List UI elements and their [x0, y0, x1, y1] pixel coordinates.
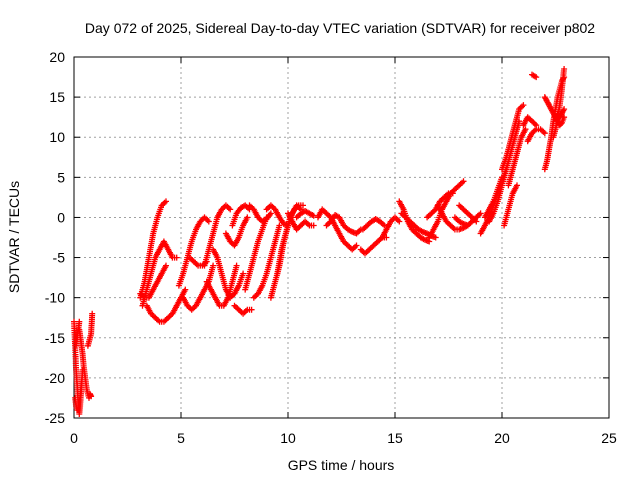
series-arc-3 — [143, 286, 189, 325]
data-point — [210, 262, 217, 269]
y-tick-label: -5 — [53, 250, 66, 266]
data-point — [557, 121, 564, 127]
data-point — [244, 214, 251, 221]
x-tick-label: 5 — [177, 430, 185, 446]
y-tick-label: -20 — [45, 370, 65, 386]
data-point — [76, 318, 83, 325]
data-point — [460, 178, 467, 185]
y-tick-label: 5 — [57, 169, 65, 185]
x-tick-label: 10 — [280, 430, 296, 446]
series-arc-early-e — [84, 310, 96, 349]
data-point — [276, 222, 283, 229]
y-axis-label: SDTVAR / TECUs — [6, 181, 22, 293]
data-point — [163, 198, 169, 205]
series-arc-38 — [505, 126, 529, 189]
y-tick-label: -15 — [45, 330, 65, 346]
data-point — [163, 262, 169, 269]
series-arc-early-d — [72, 318, 83, 349]
data-point — [205, 218, 212, 225]
series-arc-21 — [293, 208, 317, 221]
x-tick-label: 25 — [601, 430, 617, 446]
y-tick-label: 10 — [49, 129, 65, 145]
series-arc-19 — [263, 202, 291, 229]
y-tick-label: -25 — [45, 410, 65, 426]
data-point — [300, 202, 306, 209]
series-arc-33 — [456, 202, 480, 225]
series-arc-16 — [246, 202, 274, 225]
y-axis-tick-labels: 20 15 10 5 0 -5 -10 -15 -20 -25 — [45, 49, 65, 426]
series-arc-37 — [499, 102, 527, 173]
data-point — [449, 190, 456, 197]
data-point — [473, 218, 480, 225]
data-point — [89, 310, 96, 317]
series-arc-11 — [231, 302, 255, 317]
series-arc-27 — [396, 198, 433, 245]
series-arc-25 — [359, 216, 388, 233]
series-arc-10 — [210, 246, 247, 301]
y-tick-label: -10 — [45, 290, 65, 306]
data-point — [541, 130, 548, 137]
data-point — [285, 222, 291, 229]
data-point — [522, 126, 529, 133]
plot-frame — [73, 56, 610, 419]
series-arc-12 — [222, 214, 251, 249]
series-arc-40 — [520, 114, 540, 129]
series-arc-31 — [434, 202, 471, 233]
series-arc-20 — [285, 210, 317, 233]
series-arc-23 — [323, 212, 364, 237]
data-point — [477, 210, 484, 217]
data-point — [310, 212, 317, 219]
data-point — [248, 306, 255, 313]
y-tick-label: 15 — [49, 89, 65, 105]
data-point — [533, 74, 540, 81]
x-tick-label: 0 — [70, 430, 78, 446]
x-axis-tick-labels: 0 5 10 15 20 25 — [70, 430, 617, 446]
data-point — [514, 182, 520, 189]
series-arc-45 — [550, 66, 568, 141]
y-tick-label: 0 — [57, 209, 65, 225]
data-point — [310, 222, 317, 229]
data-point — [520, 102, 527, 109]
data-point — [240, 270, 247, 277]
x-tick-label: 15 — [387, 430, 403, 446]
series-arc-42 — [529, 71, 540, 81]
data-point — [432, 234, 439, 241]
chart-title: Day 072 of 2025, Sidereal Day-to-day VTE… — [85, 20, 595, 36]
data-point — [88, 393, 95, 400]
series-arc-39 — [501, 182, 520, 229]
series-arc-26 — [379, 214, 403, 241]
x-axis-label: GPS time / hours — [288, 457, 395, 473]
x-tick-label: 20 — [494, 430, 510, 446]
data-point — [396, 218, 403, 225]
series-arc-41 — [524, 126, 548, 145]
data-point — [182, 286, 189, 293]
y-tick-label: 20 — [49, 49, 65, 65]
data-point — [561, 106, 568, 113]
data-point — [233, 262, 240, 269]
series-arc-46 — [554, 106, 568, 121]
series-arc-15 — [250, 222, 283, 301]
series-arc-4 — [137, 262, 169, 301]
series-arc-14 — [242, 214, 270, 293]
data-point — [173, 254, 180, 261]
series-arc-2 — [139, 238, 180, 309]
series-arc-8 — [201, 202, 234, 269]
data-point — [267, 210, 274, 217]
series-arc-36 — [486, 118, 523, 225]
data-point — [227, 206, 234, 213]
data-point — [561, 66, 568, 72]
data-points — [71, 66, 568, 417]
data-point — [353, 242, 360, 249]
